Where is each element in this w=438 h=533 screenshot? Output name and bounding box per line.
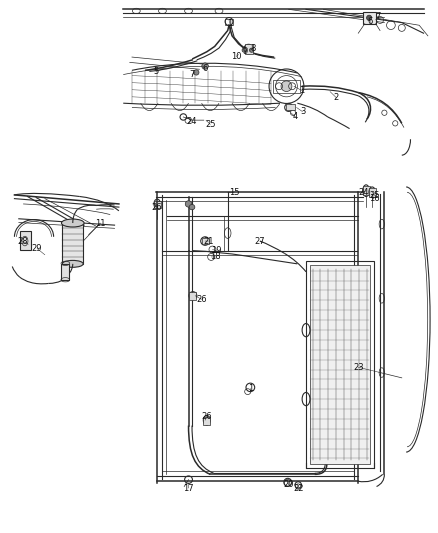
Text: 26: 26 (152, 203, 162, 212)
Bar (363, 12, 376, 23)
Text: 20: 20 (283, 480, 294, 489)
Bar (286, 104, 295, 110)
Text: 16: 16 (369, 194, 379, 203)
Bar (154, 201, 161, 208)
Text: 7: 7 (189, 70, 195, 79)
Text: 19: 19 (211, 246, 222, 255)
Bar (363, 187, 370, 195)
Bar (61, 264, 69, 280)
Text: 18: 18 (210, 253, 221, 262)
Ellipse shape (250, 48, 254, 52)
Ellipse shape (189, 205, 195, 210)
Text: 8: 8 (250, 44, 256, 53)
Bar (62, 224, 83, 264)
Ellipse shape (62, 261, 83, 267)
Bar (369, 188, 376, 197)
Text: 29: 29 (32, 244, 42, 253)
Text: 4: 4 (293, 112, 298, 122)
Text: 6: 6 (202, 64, 208, 72)
Ellipse shape (194, 70, 199, 75)
Ellipse shape (185, 201, 192, 207)
Bar (202, 238, 209, 244)
Text: 21: 21 (203, 237, 214, 246)
Bar (310, 265, 370, 464)
Bar (306, 261, 374, 468)
Bar (189, 293, 196, 300)
Text: 26: 26 (201, 411, 212, 421)
Text: 11: 11 (95, 219, 106, 228)
Text: 1: 1 (248, 384, 253, 393)
Bar (20, 231, 31, 249)
Text: 1: 1 (299, 86, 304, 95)
Bar (203, 417, 210, 424)
Text: 23: 23 (353, 363, 364, 372)
Text: 1: 1 (227, 19, 233, 28)
Ellipse shape (202, 63, 208, 69)
Text: 2: 2 (334, 93, 339, 102)
Text: 24: 24 (358, 188, 369, 197)
Bar (245, 44, 253, 54)
Ellipse shape (281, 81, 292, 92)
Bar (273, 80, 300, 93)
Text: 5: 5 (153, 67, 159, 76)
Ellipse shape (61, 219, 84, 227)
Bar (225, 19, 233, 25)
Text: 17: 17 (183, 483, 194, 492)
Text: 6: 6 (368, 17, 373, 26)
Text: 9: 9 (243, 47, 248, 56)
Text: 24: 24 (187, 117, 197, 126)
Text: 22: 22 (294, 483, 304, 492)
Text: 25: 25 (205, 120, 215, 129)
Text: 7: 7 (375, 12, 381, 21)
Ellipse shape (367, 15, 372, 20)
Text: 26: 26 (196, 295, 207, 304)
Text: 25: 25 (370, 191, 380, 200)
Text: 10: 10 (231, 52, 242, 61)
Text: 28: 28 (17, 237, 28, 246)
Text: 27: 27 (254, 237, 265, 246)
Text: 3: 3 (300, 107, 305, 116)
Ellipse shape (242, 48, 247, 52)
Text: 15: 15 (229, 188, 240, 197)
